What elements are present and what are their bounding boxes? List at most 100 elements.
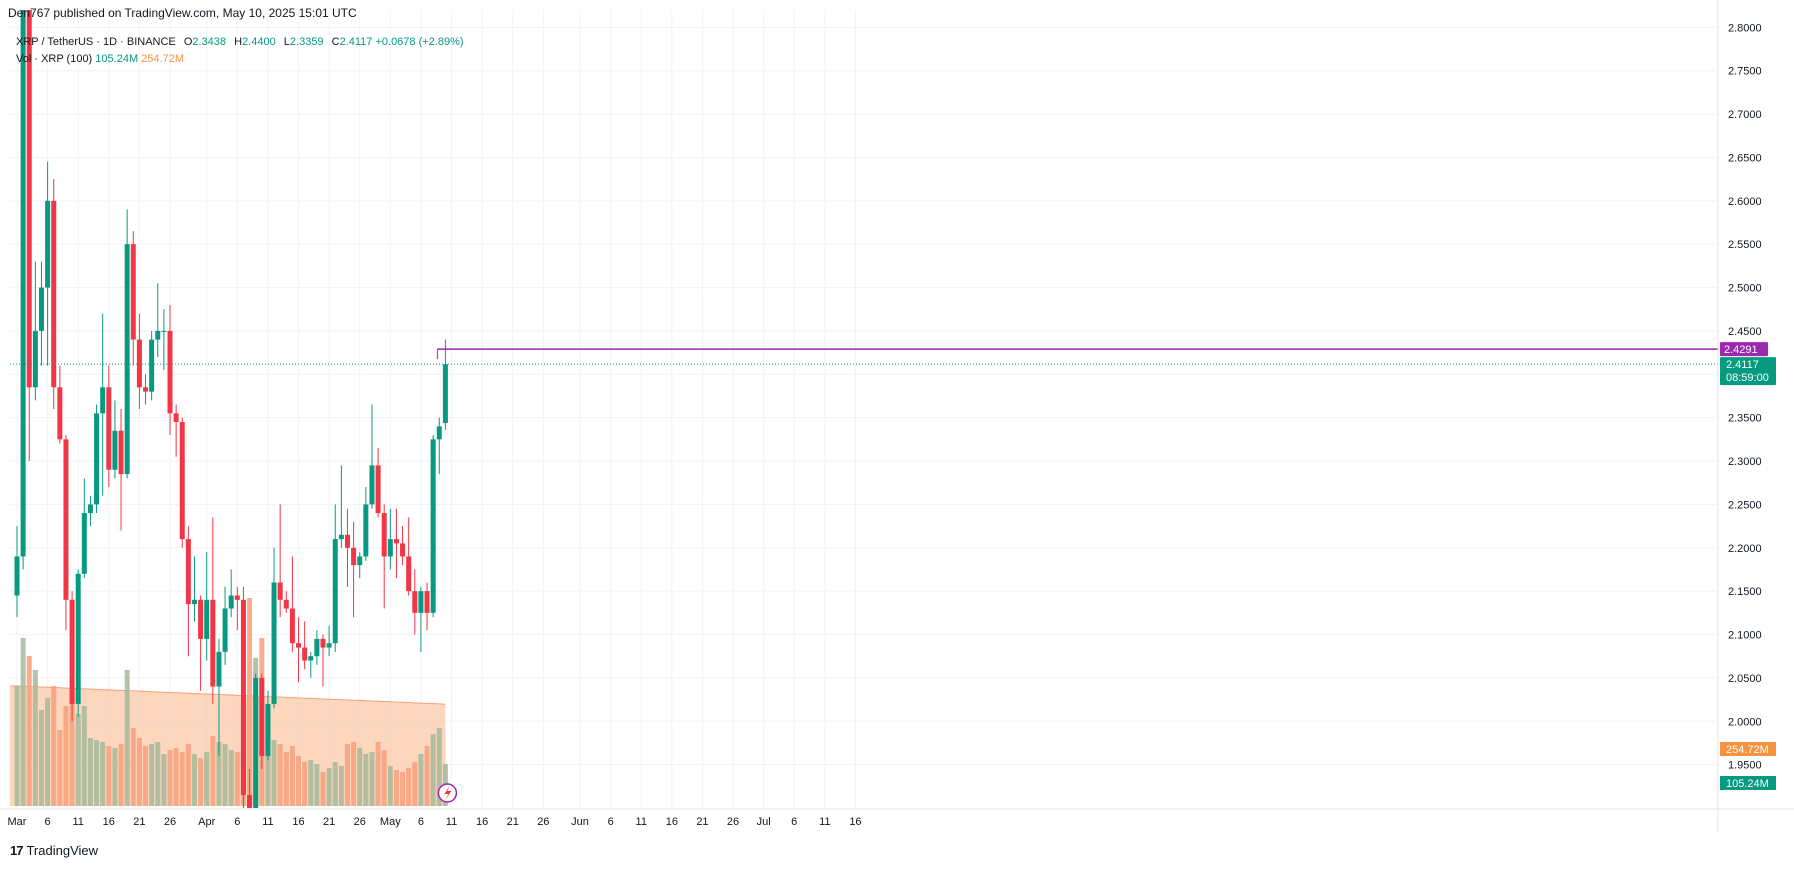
time-tick-label: 16	[476, 816, 488, 828]
candle-body	[149, 339, 155, 392]
volume-bar	[271, 740, 277, 806]
volume-bar	[45, 698, 51, 806]
ohlc-row: XRP / TetherUS · 1D · BINANCE O2.3438 H2…	[16, 34, 464, 51]
volume-bar	[418, 754, 424, 806]
price-tick-label: 2.7500	[1728, 66, 1762, 78]
candle-body	[265, 703, 271, 756]
candle-body	[63, 439, 69, 600]
volume-tag: 105.24M	[1726, 778, 1769, 790]
volume-bar	[173, 748, 179, 806]
last-price-tag: 2.4117	[1726, 359, 1759, 371]
volume-bar	[75, 714, 81, 806]
volume-bar	[81, 706, 87, 806]
volume-ma-value: 254.72M	[141, 53, 184, 65]
volume-bar	[234, 752, 240, 806]
candle-body	[81, 513, 87, 574]
volume-bar	[204, 752, 210, 806]
volume-tag-bg	[1720, 776, 1776, 790]
volume-bar	[20, 638, 26, 806]
candle-body	[314, 638, 320, 657]
volume-bar	[351, 742, 357, 806]
volume-bar	[124, 670, 130, 806]
price-tick-label: 2.6500	[1728, 152, 1762, 164]
time-tick-label: May	[380, 816, 401, 828]
chart-legend: XRP / TetherUS · 1D · BINANCE O2.3438 H2…	[16, 34, 464, 68]
price-tick-label: 2.8000	[1728, 22, 1762, 34]
candle-body	[20, 10, 26, 557]
candle-body	[185, 539, 191, 605]
time-tick-label: 21	[696, 816, 708, 828]
volume-bar	[302, 762, 308, 806]
candle-body	[143, 387, 149, 392]
candle-body	[375, 465, 381, 514]
time-tick-label: 6	[418, 816, 424, 828]
candle-body	[296, 643, 302, 648]
volume-bar	[332, 762, 338, 806]
time-tick-label: 16	[666, 816, 678, 828]
candle-body	[369, 465, 375, 505]
volume-bar	[161, 754, 167, 806]
candle-body	[357, 556, 363, 566]
candle-body	[344, 534, 350, 548]
time-tick-label: 21	[133, 816, 145, 828]
candle-body	[57, 387, 63, 440]
candle-body	[228, 595, 234, 609]
candle-body	[210, 599, 216, 687]
volume-bar	[32, 670, 38, 806]
high-label: H	[234, 36, 243, 48]
candle-body	[406, 556, 412, 592]
candle-body	[277, 582, 283, 600]
close-value: 2.4117	[339, 36, 373, 48]
price-tick-label: 2.1000	[1728, 630, 1762, 642]
volume-bar	[26, 656, 32, 806]
time-tick-label: 21	[323, 816, 335, 828]
volume-bar	[308, 760, 314, 806]
flash-bolt-icon	[444, 786, 452, 800]
open-value: 2.3438	[192, 36, 227, 48]
volume-bar	[283, 752, 289, 806]
high-value: 2.4400	[242, 36, 276, 48]
candle-body	[112, 430, 118, 470]
candle-body	[87, 504, 93, 514]
price-tick-label: 2.0500	[1728, 673, 1762, 685]
volume-bar	[326, 768, 332, 806]
candle-body	[302, 647, 308, 661]
volume-bar	[185, 744, 191, 806]
candle-body	[418, 591, 424, 613]
price-tick-label: 2.1500	[1728, 586, 1762, 598]
tradingview-footer[interactable]: 17 TradingView	[10, 843, 98, 858]
time-tick-label: 26	[727, 816, 739, 828]
candle-body	[204, 599, 210, 639]
candle-body	[436, 426, 442, 440]
candle-body	[381, 513, 387, 557]
time-axis: Mar 6 11 16 21 26 Apr 6 11 16 21 26 May 6 11 16 21 26 Jun 6…	[0, 808, 1794, 828]
overlays	[10, 348, 1718, 803]
volume-bar	[191, 754, 197, 806]
volume-bar	[112, 748, 118, 806]
price-tick-label: 2.7000	[1728, 109, 1762, 121]
candle-body	[14, 556, 20, 596]
price-tick-label: 2.2500	[1728, 499, 1762, 511]
time-tick-label: 6	[791, 816, 797, 828]
candle-body	[191, 599, 197, 605]
candle-body	[118, 430, 124, 475]
candle-body	[247, 794, 253, 808]
volume-bar	[63, 706, 69, 806]
price-tick-label: 1.9500	[1728, 760, 1762, 772]
candle-body	[320, 638, 326, 648]
tradingview-logo-icon: 17	[10, 843, 24, 858]
price-tick-label: 2.2000	[1728, 543, 1762, 555]
candle-body	[271, 582, 277, 704]
volume-label[interactable]: Vol · XRP (100)	[16, 53, 93, 65]
tradingview-brand: TradingView	[26, 843, 99, 858]
volume-bar	[100, 742, 106, 806]
symbol-label[interactable]: XRP / TetherUS · 1D · BINANCE	[16, 36, 176, 48]
volume-bar	[228, 750, 234, 806]
volume-bar	[412, 762, 418, 806]
volume-bar	[344, 744, 350, 806]
volume-ma-tag-bg	[1720, 742, 1776, 756]
volume-bar	[51, 686, 57, 806]
volume-ma-line	[10, 685, 446, 705]
volume-bar	[406, 768, 412, 806]
